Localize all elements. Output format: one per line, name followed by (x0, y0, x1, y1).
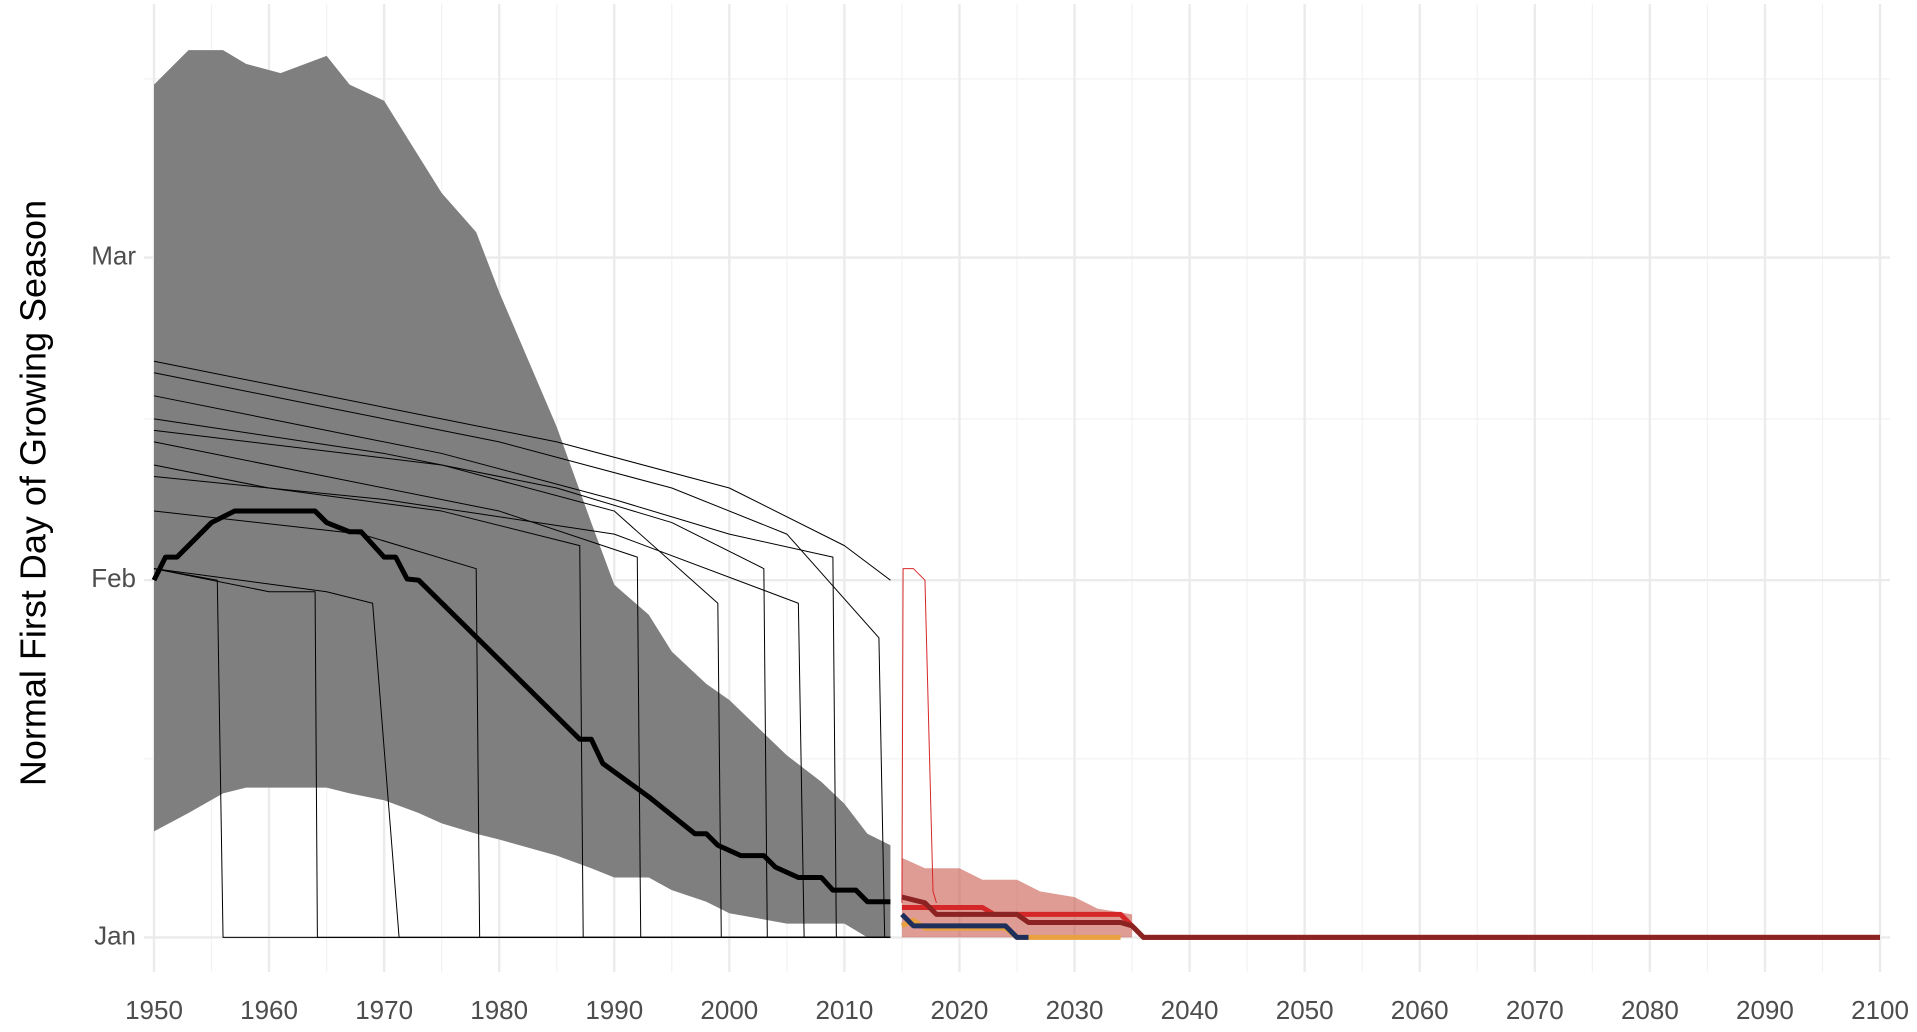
x-tick-label: 1990 (585, 995, 643, 1025)
line (153, 475, 891, 938)
x-tick-label: 2020 (931, 995, 989, 1025)
y-axis-title: Normal First Day of Growing Season (13, 200, 54, 786)
y-tick-label: Jan (94, 920, 136, 950)
x-tick-label: 1980 (470, 995, 528, 1025)
x-tick-label: 2050 (1276, 995, 1334, 1025)
x-tick-label: 2010 (815, 995, 873, 1025)
x-tick-label: 1970 (355, 995, 413, 1025)
x-tick-label: 2090 (1736, 995, 1794, 1025)
y-tick-label: Feb (91, 563, 136, 593)
x-tick-label: 2000 (700, 995, 758, 1025)
x-tick-label: 2080 (1621, 995, 1679, 1025)
line (153, 429, 891, 938)
x-tick-label: 1950 (125, 995, 183, 1025)
line (900, 912, 1029, 940)
band (901, 857, 1133, 938)
x-tick-label: 2070 (1506, 995, 1564, 1025)
line (901, 568, 937, 904)
band (154, 50, 891, 938)
line (153, 510, 891, 938)
plot-area (151, 50, 1880, 940)
x-tick-label: 2040 (1161, 995, 1219, 1025)
x-tick-label: 1960 (240, 995, 298, 1025)
x-tick-label: 2100 (1851, 995, 1909, 1025)
axis-labels: 1950 1960 1970 1980 1990 2000 2010 2020 2030 2040… (91, 240, 1909, 1024)
line (901, 894, 1880, 940)
line (153, 372, 891, 938)
line (153, 360, 891, 581)
x-tick-label: 2060 (1391, 995, 1449, 1025)
y-tick-label: Mar (91, 240, 136, 270)
line (153, 395, 891, 938)
x-tick-label: 2030 (1046, 995, 1104, 1025)
line (151, 508, 891, 905)
